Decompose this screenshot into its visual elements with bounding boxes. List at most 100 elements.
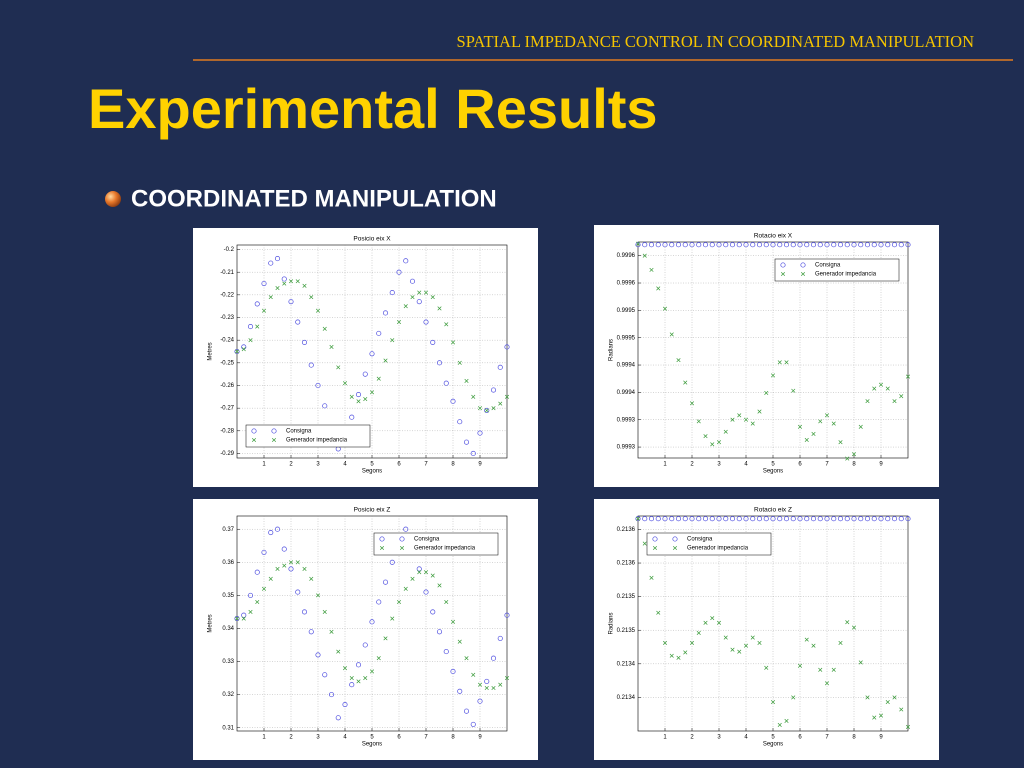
data-point — [662, 516, 668, 522]
data-point — [349, 394, 354, 399]
legend-label: Generador impedancia — [687, 546, 749, 552]
y-tick-label: 0.9996 — [617, 281, 636, 287]
data-point — [450, 668, 456, 675]
data-point — [457, 419, 463, 425]
data-point — [817, 516, 823, 522]
y-tick-label: 0.32 — [222, 692, 234, 698]
y-tick-label: -0.26 — [220, 383, 234, 389]
y-axis-label: Metres — [208, 342, 214, 360]
data-point — [409, 278, 416, 284]
data-point — [255, 324, 260, 329]
data-point — [308, 629, 314, 635]
data-point — [750, 635, 755, 640]
data-point — [484, 407, 490, 413]
data-point — [268, 295, 273, 300]
data-point — [504, 612, 510, 618]
data-point — [656, 286, 661, 291]
data-point — [872, 386, 877, 391]
data-point — [349, 676, 354, 681]
x-tick-label: 7 — [424, 462, 428, 468]
data-point — [477, 682, 483, 687]
data-point — [682, 242, 688, 248]
data-point — [865, 399, 870, 404]
x-tick-label: 8 — [852, 735, 856, 741]
y-tick-label: 0.2134 — [617, 661, 636, 667]
data-point — [288, 566, 294, 572]
y-tick-label: -0.27 — [220, 406, 234, 412]
data-point — [858, 242, 864, 248]
data-point — [248, 338, 253, 343]
data-point — [635, 516, 641, 522]
data-point — [295, 589, 301, 595]
data-point — [322, 326, 327, 331]
data-point — [797, 516, 803, 522]
data-point — [737, 649, 742, 654]
data-point — [844, 242, 850, 248]
data-point — [838, 640, 843, 646]
data-point — [295, 560, 300, 565]
data-point — [642, 253, 647, 258]
data-point — [737, 413, 742, 418]
data-point — [757, 409, 762, 414]
data-point — [423, 290, 429, 295]
data-point — [810, 516, 817, 522]
y-tick-label: -0.28 — [220, 428, 234, 434]
data-point — [845, 620, 850, 625]
data-point — [463, 708, 470, 714]
data-point — [703, 620, 708, 625]
data-point — [268, 529, 274, 536]
data-point — [683, 380, 688, 385]
y-tick-label: 0.2134 — [617, 695, 636, 701]
data-point — [288, 299, 294, 305]
data-point — [662, 640, 668, 646]
x-tick-label: 6 — [798, 735, 802, 741]
data-point — [436, 629, 443, 635]
data-point — [302, 566, 307, 571]
data-point — [464, 656, 469, 661]
data-point — [234, 349, 240, 354]
data-point — [315, 593, 321, 598]
y-tick-label: 0.2135 — [617, 628, 636, 634]
data-point — [770, 516, 776, 522]
data-point — [858, 424, 863, 429]
x-tick-label: 7 — [825, 735, 829, 741]
data-point — [274, 256, 281, 262]
data-point — [757, 640, 762, 646]
data-point — [430, 573, 435, 578]
x-tick-label: 7 — [424, 735, 428, 741]
y-axis-label: Metres — [208, 614, 214, 632]
chart-title: Posicio eix Z — [354, 507, 391, 514]
data-point — [675, 516, 682, 522]
data-point — [261, 308, 267, 313]
data-point — [905, 516, 911, 522]
legend-label: Consigna — [687, 537, 713, 543]
legend-marker — [652, 536, 658, 542]
data-point — [635, 241, 641, 246]
y-axis-label: Radians — [609, 339, 615, 361]
data-point — [336, 649, 341, 654]
data-point — [328, 692, 335, 698]
data-point — [457, 688, 463, 694]
legend-label: Consigna — [414, 537, 440, 543]
data-point — [376, 599, 382, 605]
y-tick-label: -0.24 — [220, 338, 234, 344]
data-point — [410, 576, 415, 581]
data-point — [444, 322, 449, 327]
data-point — [383, 636, 388, 641]
x-tick-label: 2 — [289, 735, 293, 741]
x-tick-label: 4 — [744, 735, 748, 741]
data-point — [756, 516, 763, 522]
data-point — [268, 260, 274, 266]
legend-label: Consigna — [815, 263, 841, 269]
data-point — [403, 586, 408, 591]
data-point — [423, 319, 429, 325]
data-point — [403, 258, 409, 264]
data-point — [676, 358, 681, 363]
data-point — [234, 616, 240, 621]
data-point — [709, 516, 715, 522]
data-point — [804, 516, 810, 522]
data-point — [723, 516, 729, 522]
data-point — [696, 516, 702, 522]
chart-title: Rotacio eix Z — [754, 507, 792, 514]
data-point — [696, 630, 701, 635]
